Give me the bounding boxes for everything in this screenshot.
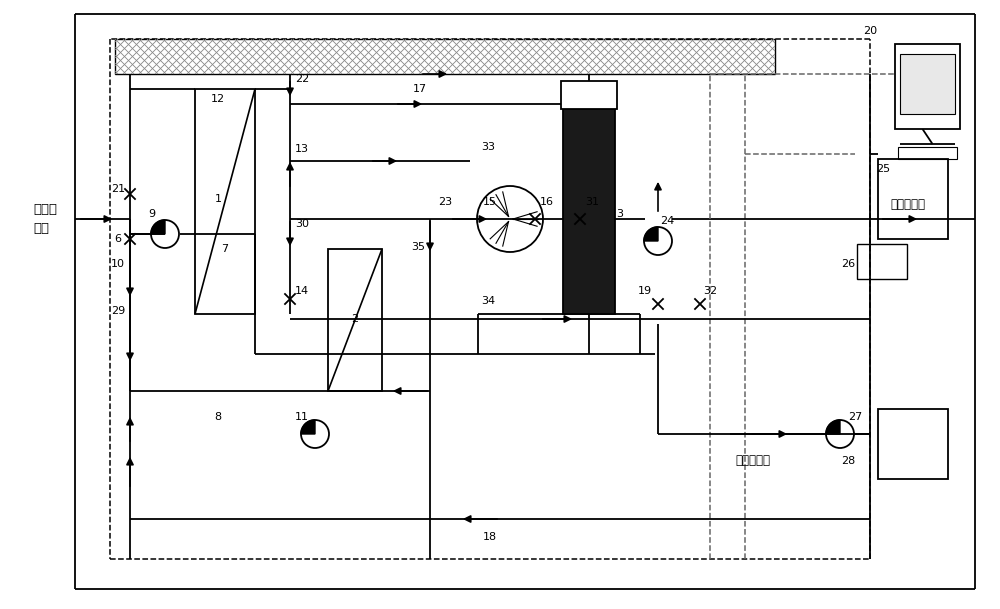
- Text: 10: 10: [111, 259, 125, 269]
- Polygon shape: [151, 220, 165, 234]
- Text: 21: 21: [111, 184, 125, 194]
- Text: 23: 23: [438, 197, 452, 207]
- Text: 浓缩液排放: 浓缩液排放: [735, 454, 770, 468]
- Text: 19: 19: [638, 286, 652, 296]
- Polygon shape: [826, 420, 840, 434]
- Bar: [878, 159, 948, 239]
- Bar: [563, 109, 615, 314]
- Text: 33: 33: [481, 142, 495, 152]
- Text: 34: 34: [481, 296, 495, 306]
- Text: 25: 25: [876, 164, 890, 174]
- Text: 24: 24: [660, 216, 674, 226]
- Bar: [878, 409, 948, 479]
- Text: 11: 11: [295, 412, 309, 422]
- Text: 16: 16: [540, 197, 554, 207]
- Bar: [900, 54, 955, 114]
- Bar: [895, 44, 960, 129]
- Bar: [857, 244, 907, 279]
- Text: 9: 9: [148, 209, 156, 219]
- Text: 28: 28: [841, 456, 855, 466]
- Text: 3: 3: [616, 209, 624, 219]
- Text: 滲滤液
进水: 滲滤液 进水: [33, 203, 57, 235]
- Text: 31: 31: [585, 197, 599, 207]
- Bar: [561, 81, 617, 109]
- Text: 17: 17: [413, 84, 427, 94]
- Text: 29: 29: [111, 306, 125, 316]
- Text: 2: 2: [351, 314, 359, 324]
- Bar: [115, 39, 775, 74]
- Text: 13: 13: [295, 144, 309, 154]
- Text: 35: 35: [411, 242, 425, 252]
- Text: 1: 1: [214, 194, 222, 204]
- Text: 透过液排放: 透过液排放: [890, 197, 925, 211]
- Text: 7: 7: [221, 244, 229, 254]
- Text: 8: 8: [214, 412, 222, 422]
- Bar: [328, 249, 382, 391]
- Text: 14: 14: [295, 286, 309, 296]
- Text: 15: 15: [483, 197, 497, 207]
- Bar: [898, 147, 957, 159]
- Text: 26: 26: [841, 259, 855, 269]
- Text: 30: 30: [295, 219, 309, 229]
- Text: 27: 27: [848, 412, 862, 422]
- Bar: [195, 89, 255, 314]
- Text: 18: 18: [483, 532, 497, 542]
- Polygon shape: [301, 420, 315, 434]
- Text: 6: 6: [114, 234, 122, 244]
- Text: 22: 22: [295, 74, 309, 84]
- Polygon shape: [644, 227, 658, 241]
- Text: 32: 32: [703, 286, 717, 296]
- Text: 12: 12: [211, 94, 225, 104]
- Text: 20: 20: [863, 26, 877, 36]
